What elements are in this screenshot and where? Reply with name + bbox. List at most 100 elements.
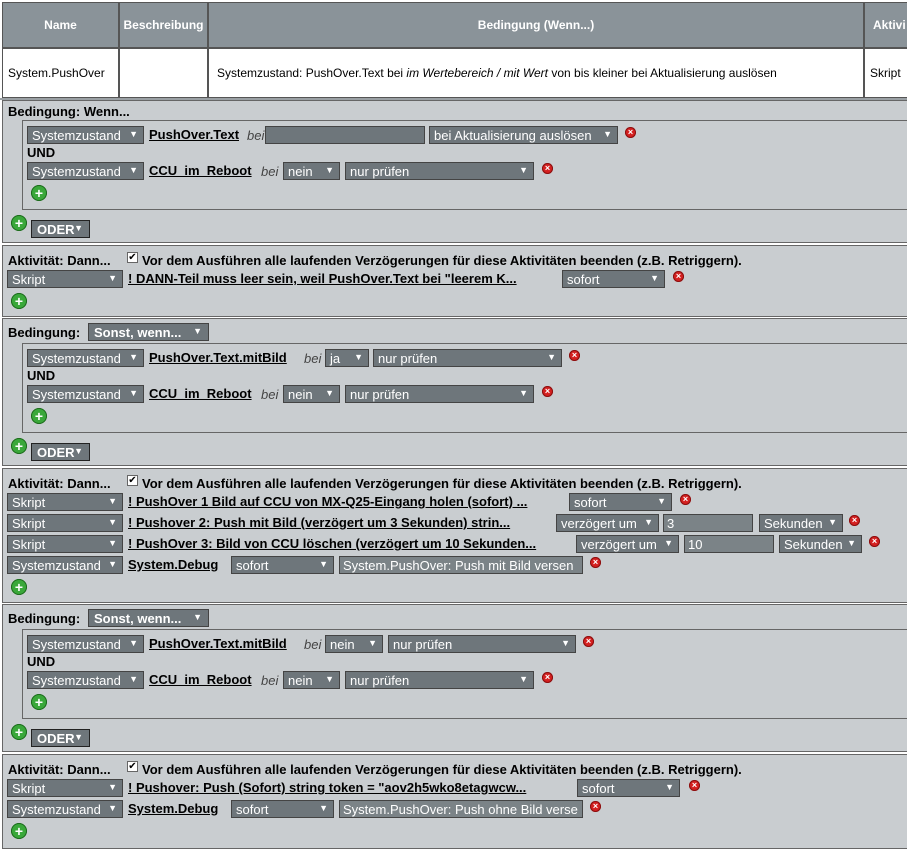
a1-row1-script-link[interactable]: ! DANN-Teil muss leer sein, weil PushOve… xyxy=(128,271,517,286)
c2-row2-value: nein xyxy=(288,386,313,402)
c3-row2-variable-link[interactable]: CCU_im_Reboot xyxy=(149,672,252,687)
c1-add-or-icon[interactable]: + xyxy=(11,215,27,231)
program-name-cell[interactable]: System.PushOver xyxy=(2,48,119,98)
a3-row1-delete-icon[interactable]: × xyxy=(689,780,700,791)
a2-row2-unit-select[interactable]: Sekunden ▼ xyxy=(759,514,843,532)
chevron-down-icon: ▼ xyxy=(108,782,117,792)
c1-row1-variable-link[interactable]: PushOver.Text xyxy=(149,127,240,142)
a1-row1-timing-select[interactable]: sofort ▼ xyxy=(562,270,665,288)
c2-row1-variable-link[interactable]: PushOver.Text.mitBild xyxy=(149,350,287,365)
a3-row2-delete-icon[interactable]: × xyxy=(590,801,601,812)
a2-row1-script-link[interactable]: ! PushOver 1 Bild auf CCU von MX-Q25-Ein… xyxy=(128,494,528,509)
c3-add-condition-icon[interactable]: + xyxy=(31,694,47,710)
chevron-down-icon: ▼ xyxy=(519,388,528,398)
a1-add-activity-icon[interactable]: + xyxy=(11,293,27,309)
c3-row2-value-select[interactable]: nein ▼ xyxy=(283,671,340,689)
a1-row1-delete-icon[interactable]: × xyxy=(673,271,684,282)
c2-sonst-select[interactable]: Sonst, wenn... ▼ xyxy=(88,323,209,341)
c2-row1-delete-icon[interactable]: × xyxy=(569,350,580,361)
a2-row2-timing-select[interactable]: verzögert um ▼ xyxy=(556,514,659,532)
c3-row1-value-select[interactable]: nein ▼ xyxy=(325,635,383,653)
a2-row3-script-link[interactable]: ! PushOver 3: Bild von CCU löschen (verz… xyxy=(128,536,537,551)
c2-row2-type-select[interactable]: Systemzustand ▼ xyxy=(27,385,144,403)
a1-row1-type-select[interactable]: Skript ▼ xyxy=(7,270,123,288)
c2-row2-bei-label: bei xyxy=(261,387,279,402)
a2-row2-type-select[interactable]: Skript ▼ xyxy=(7,514,123,532)
c3-row2-delete-icon[interactable]: × xyxy=(542,672,553,683)
chevron-down-icon: ▼ xyxy=(319,559,328,569)
c1-row2-trigger-select[interactable]: nur prüfen ▼ xyxy=(345,162,534,180)
a2-add-activity-icon[interactable]: + xyxy=(11,579,27,595)
c1-row1-type-select[interactable]: Systemzustand ▼ xyxy=(27,126,144,144)
a2-row4-variable-link[interactable]: System.Debug xyxy=(128,557,219,572)
c3-row1-trigger-select[interactable]: nur prüfen ▼ xyxy=(388,635,576,653)
program-description-cell[interactable] xyxy=(119,48,208,98)
a2-row1-delete-icon[interactable]: × xyxy=(680,494,691,505)
c1-row2-type-select[interactable]: Systemzustand ▼ xyxy=(27,162,144,180)
a2-row3-timing-select[interactable]: verzögert um ▼ xyxy=(576,535,679,553)
c3-row2-type-select[interactable]: Systemzustand ▼ xyxy=(27,671,144,689)
c3-row1-delete-icon[interactable]: × xyxy=(583,636,594,647)
c1-row1-delete-icon[interactable]: × xyxy=(625,127,636,138)
a2-row3-amount-input[interactable]: 10 xyxy=(684,535,774,553)
c3-add-or-icon[interactable]: + xyxy=(11,724,27,740)
a3-row1-type-select[interactable]: Skript ▼ xyxy=(7,779,123,797)
a2-row2-amount-input[interactable]: 3 xyxy=(663,514,753,532)
a3-row2-timing-select[interactable]: sofort ▼ xyxy=(231,800,334,818)
chevron-down-icon: ▼ xyxy=(129,388,138,398)
chevron-down-icon: ▼ xyxy=(547,352,556,362)
c3-row2-trigger-select[interactable]: nur prüfen ▼ xyxy=(345,671,534,689)
a3-row2-type-select[interactable]: Systemzustand ▼ xyxy=(7,800,123,818)
a2-row2-delete-icon[interactable]: × xyxy=(849,515,860,526)
condition-summary-part1: Systemzustand: PushOver.Text bei xyxy=(217,66,407,80)
c1-row2-value-select[interactable]: nein ▼ xyxy=(283,162,340,180)
c1-row2-variable-link[interactable]: CCU_im_Reboot xyxy=(149,163,252,178)
c1-oder-select[interactable]: ODER ▼ xyxy=(31,220,90,238)
a3-add-activity-icon[interactable]: + xyxy=(11,823,27,839)
chevron-down-icon: ▼ xyxy=(847,538,856,548)
c2-oder-select[interactable]: ODER ▼ xyxy=(31,443,90,461)
a2-row2-script-link[interactable]: ! Pushover 2: Push mit Bild (verzögert u… xyxy=(128,515,511,530)
c1-row1-trigger-select[interactable]: bei Aktualisierung auslösen ▼ xyxy=(429,126,618,144)
a3-row2-type-value: Systemzustand xyxy=(12,801,101,817)
a2-row4-type-select[interactable]: Systemzustand ▼ xyxy=(7,556,123,574)
c2-row1-value-select[interactable]: ja ▼ xyxy=(325,349,369,367)
chevron-down-icon: ▼ xyxy=(108,803,117,813)
c2-row2-delete-icon[interactable]: × xyxy=(542,386,553,397)
a2-row3-type-select[interactable]: Skript ▼ xyxy=(7,535,123,553)
a2-row3-delete-icon[interactable]: × xyxy=(869,536,880,547)
a3-row1-script-link[interactable]: ! Pushover: Push (Sofort) string token =… xyxy=(128,780,527,795)
a3-title: Aktivität: Dann... xyxy=(8,762,111,777)
c1-row1-value-input[interactable] xyxy=(265,126,425,144)
c3-row1-variable-link[interactable]: PushOver.Text.mitBild xyxy=(149,636,287,651)
c3-oder-select[interactable]: ODER ▼ xyxy=(31,729,90,747)
c3-row1-type-select[interactable]: Systemzustand ▼ xyxy=(27,635,144,653)
a2-row2-unit-value: Sekunden xyxy=(764,515,823,531)
c1-row2-delete-icon[interactable]: × xyxy=(542,163,553,174)
c2-row2-trigger-select[interactable]: nur prüfen ▼ xyxy=(345,385,534,403)
c2-row2-variable-link[interactable]: CCU_im_Reboot xyxy=(149,386,252,401)
a3-stop-delays-checkbox[interactable]: ✔ xyxy=(127,761,138,772)
c2-add-or-icon[interactable]: + xyxy=(11,438,27,454)
a2-row4-text-input[interactable]: System.PushOver: Push mit Bild versen xyxy=(339,556,583,574)
a2-row3-unit-select[interactable]: Sekunden ▼ xyxy=(779,535,862,553)
a2-stop-delays-checkbox[interactable]: ✔ xyxy=(127,475,138,486)
a2-row1-type-select[interactable]: Skript ▼ xyxy=(7,493,123,511)
a2-row1-timing-select[interactable]: sofort ▼ xyxy=(569,493,672,511)
a3-row2-variable-link[interactable]: System.Debug xyxy=(128,801,219,816)
a2-title: Aktivität: Dann... xyxy=(8,476,111,491)
c1-add-condition-icon[interactable]: + xyxy=(31,185,47,201)
c3-sonst-select[interactable]: Sonst, wenn... ▼ xyxy=(88,609,209,627)
a3-row1-timing-select[interactable]: sofort ▼ xyxy=(577,779,680,797)
a3-row2-text-input[interactable]: System.PushOver: Push ohne Bild verse xyxy=(339,800,583,818)
c2-row1-type-select[interactable]: Systemzustand ▼ xyxy=(27,349,144,367)
column-header-condition: Bedingung (Wenn...) xyxy=(208,2,864,48)
chevron-down-icon: ▼ xyxy=(193,326,202,336)
c2-add-condition-icon[interactable]: + xyxy=(31,408,47,424)
a2-row4-timing-select[interactable]: sofort ▼ xyxy=(231,556,334,574)
a2-row4-delete-icon[interactable]: × xyxy=(590,557,601,568)
c1-row2-type-value: Systemzustand xyxy=(32,163,121,179)
c2-row1-trigger-select[interactable]: nur prüfen ▼ xyxy=(373,349,562,367)
a1-stop-delays-checkbox[interactable]: ✔ xyxy=(127,252,138,263)
c2-row2-value-select[interactable]: nein ▼ xyxy=(283,385,340,403)
